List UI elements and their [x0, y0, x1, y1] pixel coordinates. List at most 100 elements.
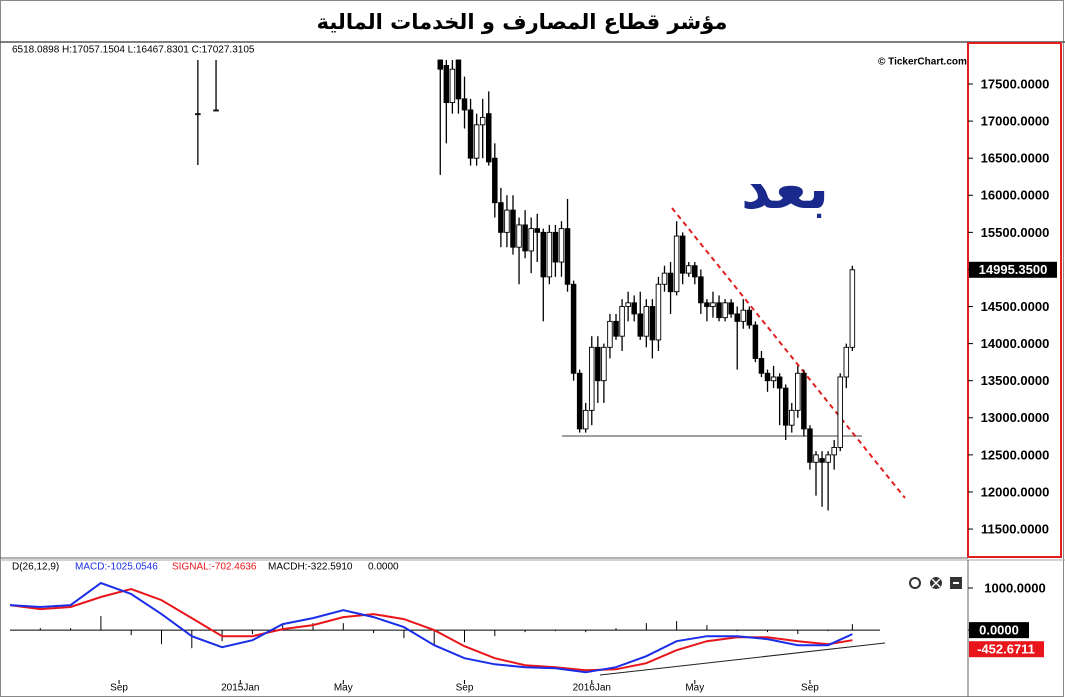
ohlc-readout: 6518.0898 H:17057.1504 L:16467.8301 C:17…: [12, 45, 255, 56]
candle-body: [576, 372, 583, 430]
candle-body: [692, 265, 698, 278]
zero-label-box: [969, 622, 1029, 639]
x-tick-label: Sep: [110, 683, 128, 694]
candle-body: [764, 372, 771, 382]
candle-body: [643, 306, 650, 337]
indicator-line: [9, 587, 853, 672]
candle-body: [492, 157, 498, 204]
candle-body: [801, 372, 807, 430]
y-tick-label: 14000.0000: [981, 336, 1050, 351]
candle-body: [795, 372, 801, 411]
indicator-line: [9, 581, 853, 674]
y-tick-label: 14500.0000: [981, 299, 1050, 314]
candle-body: [619, 306, 625, 337]
last-price-label: 14995.3500: [979, 262, 1048, 277]
candle-body: [661, 272, 668, 285]
y-tick-label: 13500.0000: [981, 373, 1050, 388]
x-tick-label: Sep: [801, 683, 819, 694]
annotation: بعد: [741, 154, 829, 222]
y-tick-label: 0.0000: [979, 623, 1019, 638]
candle-body: [837, 376, 843, 448]
plot-layer: 11500.0000 12000.0000 12500.0000 13000.0000…: [9, 59, 1057, 694]
candle-body: [582, 409, 589, 430]
candle-body: [631, 302, 637, 315]
candle-body: [758, 357, 765, 374]
trend-line: [671, 207, 906, 499]
y-tick-label: 17000.0000: [981, 114, 1050, 129]
candle-body: [607, 320, 613, 348]
candle-body: [667, 272, 674, 293]
candle-body: [710, 302, 716, 307]
y-tick-label: 11500.0000: [981, 521, 1049, 536]
candle-body: [516, 224, 522, 248]
candle-body: [807, 428, 813, 463]
candle-body: [467, 109, 474, 159]
candle-body: [637, 313, 644, 337]
chart-title: مؤشر قطاع المصارف و الخدمات المالية: [317, 10, 728, 34]
candle-body: [770, 376, 777, 382]
candle-body: [213, 109, 219, 112]
candle-body: [546, 231, 553, 278]
candle-body: [716, 302, 722, 319]
candle-body: [540, 231, 547, 278]
candle-body: [522, 224, 528, 252]
candle-body: [673, 235, 680, 293]
watermark: © TickerChart.com: [878, 57, 967, 68]
candle-body: [558, 228, 565, 263]
y-tick-label: 15500.0000: [981, 225, 1050, 240]
candle-body: [552, 231, 559, 263]
candle-body: [443, 65, 450, 104]
candle-body: [843, 346, 850, 378]
candle-body: [649, 306, 656, 341]
y-tick-label: 16000.0000: [981, 188, 1050, 203]
candle-body: [437, 59, 444, 70]
x-tick-label: May: [334, 683, 353, 694]
panel-icons: [909, 577, 962, 589]
y-tick-label: 12000.0000: [981, 484, 1050, 499]
candle-body: [564, 228, 571, 285]
x-tick-label: 2016Jan: [573, 683, 611, 694]
candle-body: [722, 302, 728, 319]
candle-body: [504, 209, 510, 233]
candle-body: [534, 228, 540, 233]
y-tick-label: 1000.0000: [984, 580, 1045, 595]
candle-body: [728, 302, 734, 315]
signal-readout: SIGNAL:-702.4636: [172, 562, 257, 573]
candle-body: [825, 454, 831, 463]
candle-body: [819, 458, 825, 463]
candle-body: [655, 283, 662, 341]
y-tick-label: 13000.0000: [981, 410, 1050, 425]
x-tick-label: Sep: [456, 683, 474, 694]
macd-readout: MACD:-1025.0546: [75, 562, 158, 573]
settings-icon[interactable]: [909, 577, 921, 589]
candle-body: [498, 202, 504, 233]
candle-body: [685, 265, 692, 274]
y-tick-label: 12500.0000: [981, 447, 1050, 462]
candle-body: [595, 346, 601, 382]
candle-body: [449, 68, 456, 104]
candle-body: [589, 346, 595, 411]
candle-body: [461, 98, 468, 111]
macd-trend-line: [599, 642, 886, 676]
candle-body: [698, 276, 704, 304]
candle-body: [813, 454, 819, 463]
histogram-readout: MACDH:-322.5910: [268, 562, 353, 573]
candle-body: [740, 309, 747, 322]
candle-body: [528, 228, 534, 252]
candle-body: [776, 376, 783, 389]
candle-body: [601, 346, 607, 382]
minimize-glyph: [953, 582, 959, 584]
candle-body: [570, 283, 577, 374]
candle-body: [473, 124, 480, 159]
candle-body: [734, 313, 740, 322]
x-tick-label: May: [685, 683, 704, 694]
candle-body: [625, 302, 631, 307]
y-tick-label: 16500.0000: [981, 151, 1050, 166]
signal-label: -452.6711: [977, 642, 1035, 657]
candle-body: [613, 320, 619, 337]
candle-body: [455, 59, 462, 100]
candle-body: [789, 409, 795, 426]
zero-readout: 0.0000: [368, 562, 399, 573]
last-price-box: [969, 261, 1057, 278]
